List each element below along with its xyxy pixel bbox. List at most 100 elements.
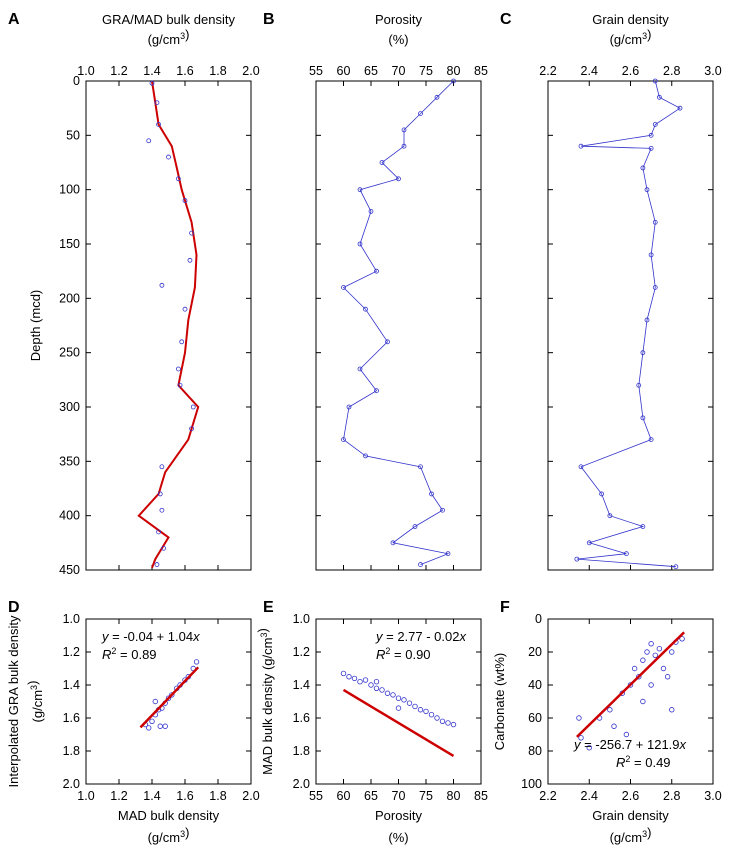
data-point: [586, 540, 592, 546]
x-tick-label: 1.6: [176, 64, 193, 78]
x-tick-label: 2.2: [539, 64, 556, 78]
data-point: [648, 682, 654, 688]
plot-frame: [547, 80, 714, 571]
data-point: [679, 636, 685, 642]
data-point: [636, 674, 642, 680]
data-point: [669, 649, 675, 655]
data-point: [652, 652, 658, 658]
data-point: [146, 138, 152, 144]
data-point: [156, 529, 162, 535]
data-point: [418, 464, 423, 470]
x-tick-label: 2.2: [539, 789, 556, 803]
x-tick-label: 60: [337, 64, 351, 78]
data-point: [154, 100, 160, 106]
data-point: [434, 715, 440, 721]
data-point: [607, 707, 613, 713]
data-point: [445, 720, 451, 726]
y-tick-label: 1.8: [63, 744, 80, 758]
y-axis-label: MAD bulk density (g/cm3): [255, 628, 275, 775]
y-tick-label: 60: [528, 711, 542, 725]
data-point: [677, 105, 683, 111]
data-point: [578, 143, 584, 149]
data-point: [401, 143, 407, 149]
data-point: [640, 657, 646, 663]
data-point: [664, 674, 671, 680]
x-tick-label: 2.8: [663, 64, 680, 78]
data-point: [401, 697, 407, 703]
data-point: [640, 698, 646, 705]
panel-title-unit: (g/cm3): [148, 27, 190, 47]
data-point: [644, 187, 650, 193]
data-point: [586, 745, 592, 751]
data-point: [644, 649, 650, 655]
data-point: [423, 708, 429, 715]
data-point: [368, 208, 374, 214]
data-point: [362, 677, 369, 683]
data-point: [189, 230, 195, 236]
data-point: [159, 464, 165, 470]
data-point: [193, 659, 200, 665]
panel-title: Grain density: [592, 12, 669, 27]
x-tick-label: 1.2: [110, 64, 127, 78]
x-tick-label: 1.4: [143, 64, 160, 78]
y-tick-label: 450: [59, 563, 80, 577]
y-tick-label: 0: [73, 74, 80, 88]
data-point: [636, 382, 642, 388]
y-tick-label: 150: [59, 237, 80, 251]
data-point: [149, 718, 155, 724]
x-tick-label: 1.0: [77, 64, 94, 78]
data-point: [652, 78, 658, 84]
y-axis-label-unit: (g/cm3): [25, 681, 45, 723]
series-line: [137, 80, 200, 569]
x-tick-label: 2.0: [242, 789, 259, 803]
data-point: [157, 723, 163, 729]
y-tick-label: 1.0: [293, 612, 310, 626]
data-point: [412, 703, 418, 710]
y-tick-label: 80: [528, 744, 542, 758]
data-point: [373, 679, 380, 685]
data-point: [385, 339, 390, 345]
data-point: [177, 382, 183, 388]
x-tick-label: 2.4: [581, 64, 598, 78]
data-point: [417, 707, 424, 713]
data-point: [189, 426, 195, 432]
data-point: [145, 725, 152, 731]
x-tick-label: 55: [309, 789, 323, 803]
data-point: [648, 252, 654, 258]
x-tick-label: 55: [309, 64, 323, 78]
data-point: [182, 198, 188, 203]
fit-r2: R2 = 0.49: [616, 754, 671, 770]
x-tick-label: 70: [392, 64, 406, 78]
data-point: [395, 705, 402, 711]
data-point: [434, 94, 440, 100]
data-point: [190, 404, 196, 410]
data-point: [341, 285, 346, 290]
data-point: [154, 562, 160, 567]
y-tick-label: 1.8: [293, 744, 310, 758]
y-tick-label: 100: [59, 183, 80, 197]
y-tick-label: 1.2: [293, 645, 310, 659]
data-point: [373, 685, 380, 691]
data-point: [156, 122, 162, 127]
data-point: [412, 524, 418, 529]
fit-r2: R2 = 0.90: [376, 646, 431, 662]
y-tick-label: 0: [535, 612, 542, 626]
data-point: [379, 160, 385, 165]
x-tick-label: 1.8: [209, 64, 226, 78]
data-point: [445, 551, 451, 557]
y-tick-label: 40: [528, 678, 542, 692]
data-point: [574, 556, 580, 562]
data-point: [165, 695, 172, 701]
data-point: [363, 306, 368, 312]
data-point: [607, 513, 613, 519]
data-point: [396, 176, 401, 182]
data-point: [648, 437, 654, 443]
data-point: [576, 715, 582, 721]
data-point: [648, 132, 654, 138]
panel-letter-e: E: [263, 599, 274, 616]
panel-letter-d: D: [8, 599, 20, 616]
data-point: [351, 675, 358, 682]
data-point: [623, 731, 630, 738]
x-tick-label: 85: [474, 789, 488, 803]
data-point: [631, 665, 638, 672]
